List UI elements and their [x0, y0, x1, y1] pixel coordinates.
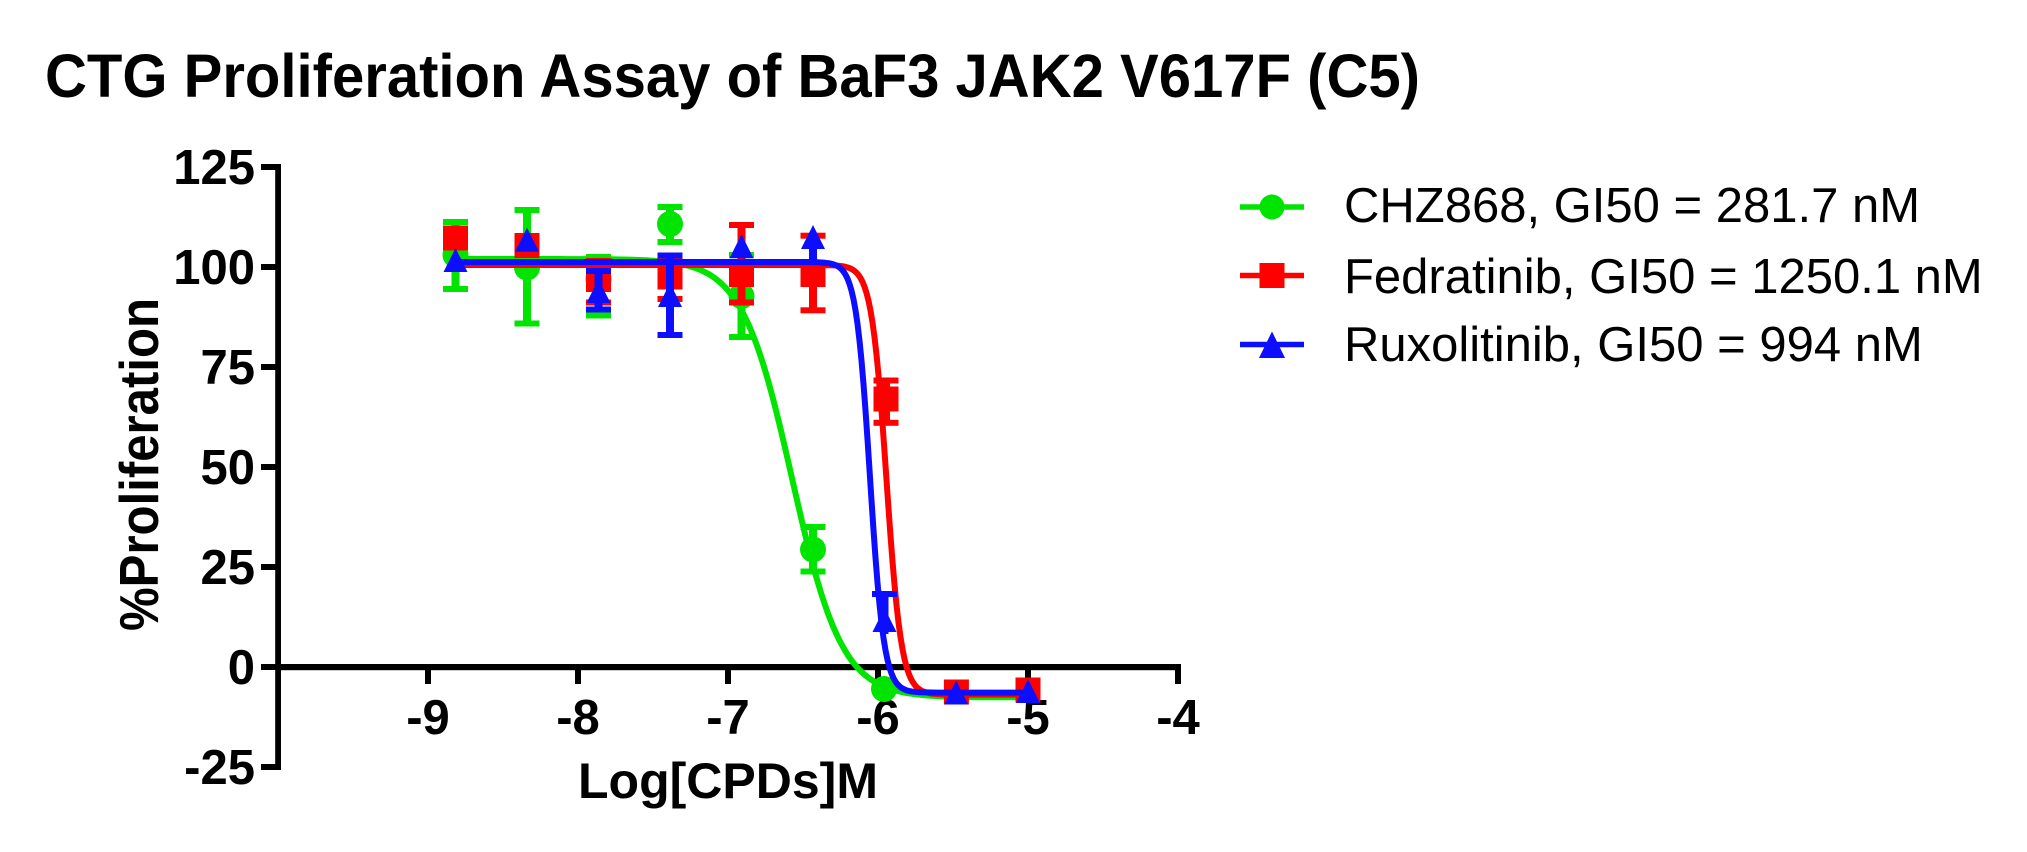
- svg-text:50: 50: [200, 441, 255, 495]
- svg-text:%Proliferation: %Proliferation: [108, 298, 170, 631]
- svg-text:25: 25: [200, 541, 255, 595]
- svg-text:-7: -7: [706, 691, 750, 745]
- svg-text:-4: -4: [1156, 691, 1200, 745]
- svg-text:Log[CPDs]M: Log[CPDs]M: [578, 753, 878, 809]
- svg-text:-25: -25: [184, 741, 255, 795]
- svg-text:CHZ868, GI50 = 281.7 nM: CHZ868, GI50 = 281.7 nM: [1344, 179, 1920, 233]
- svg-text:-9: -9: [406, 691, 450, 745]
- svg-text:Fedratinib, GI50 = 1250.1 nM: Fedratinib, GI50 = 1250.1 nM: [1344, 250, 1983, 304]
- svg-text:125: 125: [173, 141, 255, 195]
- svg-text:0: 0: [228, 641, 255, 695]
- svg-text:-8: -8: [556, 691, 600, 745]
- svg-text:75: 75: [200, 341, 255, 395]
- svg-text:CTG Proliferation Assay of BaF: CTG Proliferation Assay of BaF3 JAK2 V61…: [45, 42, 1420, 110]
- svg-text:Ruxolitinib, GI50 = 994 nM: Ruxolitinib, GI50 = 994 nM: [1344, 318, 1923, 372]
- svg-text:100: 100: [173, 241, 255, 295]
